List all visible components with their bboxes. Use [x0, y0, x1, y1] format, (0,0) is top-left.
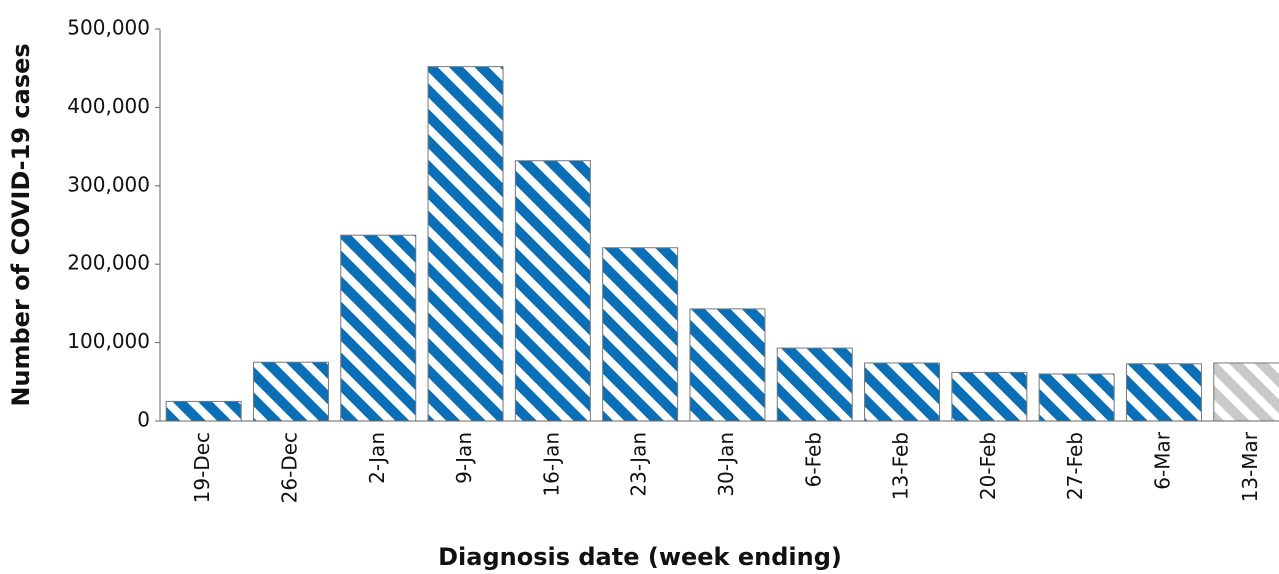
bar — [864, 362, 941, 422]
bar — [951, 371, 1028, 422]
bar — [1213, 362, 1279, 422]
y-axis-title: Number of COVID-19 cases — [7, 43, 35, 406]
x-tick-label: 6-Mar — [1150, 431, 1174, 489]
bar — [252, 361, 329, 422]
x-axis-title: Diagnosis date (week ending) — [438, 543, 842, 571]
x-tick-label: 13-Feb — [889, 432, 913, 500]
bar — [776, 347, 853, 422]
bar — [1038, 373, 1115, 422]
bar — [1125, 363, 1202, 422]
bar — [689, 308, 766, 422]
y-tick-label: 0 — [137, 408, 150, 432]
bar — [602, 247, 679, 422]
x-tick-label: 13-Mar — [1238, 431, 1262, 502]
y-tick-label: 300,000 — [67, 172, 150, 196]
x-tick-label: 27-Feb — [1063, 432, 1087, 500]
x-tick-label: 20-Feb — [976, 432, 1000, 500]
bar — [514, 160, 591, 422]
x-tick-label: 26-Dec — [277, 432, 301, 503]
bar — [165, 400, 242, 422]
x-tick-label: 9-Jan — [452, 432, 476, 484]
x-tick-label: 16-Jan — [539, 432, 563, 497]
y-tick-label: 400,000 — [67, 94, 150, 118]
x-tick-label: 23-Jan — [627, 432, 651, 497]
bar — [340, 234, 417, 422]
x-tick-label: 2-Jan — [365, 432, 389, 484]
x-tick-label: 19-Dec — [190, 432, 214, 503]
x-tick-label: 6-Feb — [801, 432, 825, 487]
x-tick-label: 30-Jan — [714, 432, 738, 497]
y-tick-label: 200,000 — [67, 251, 150, 275]
y-tick-label: 100,000 — [67, 329, 150, 353]
y-tick-label: 500,000 — [67, 16, 150, 40]
bar — [427, 66, 504, 422]
